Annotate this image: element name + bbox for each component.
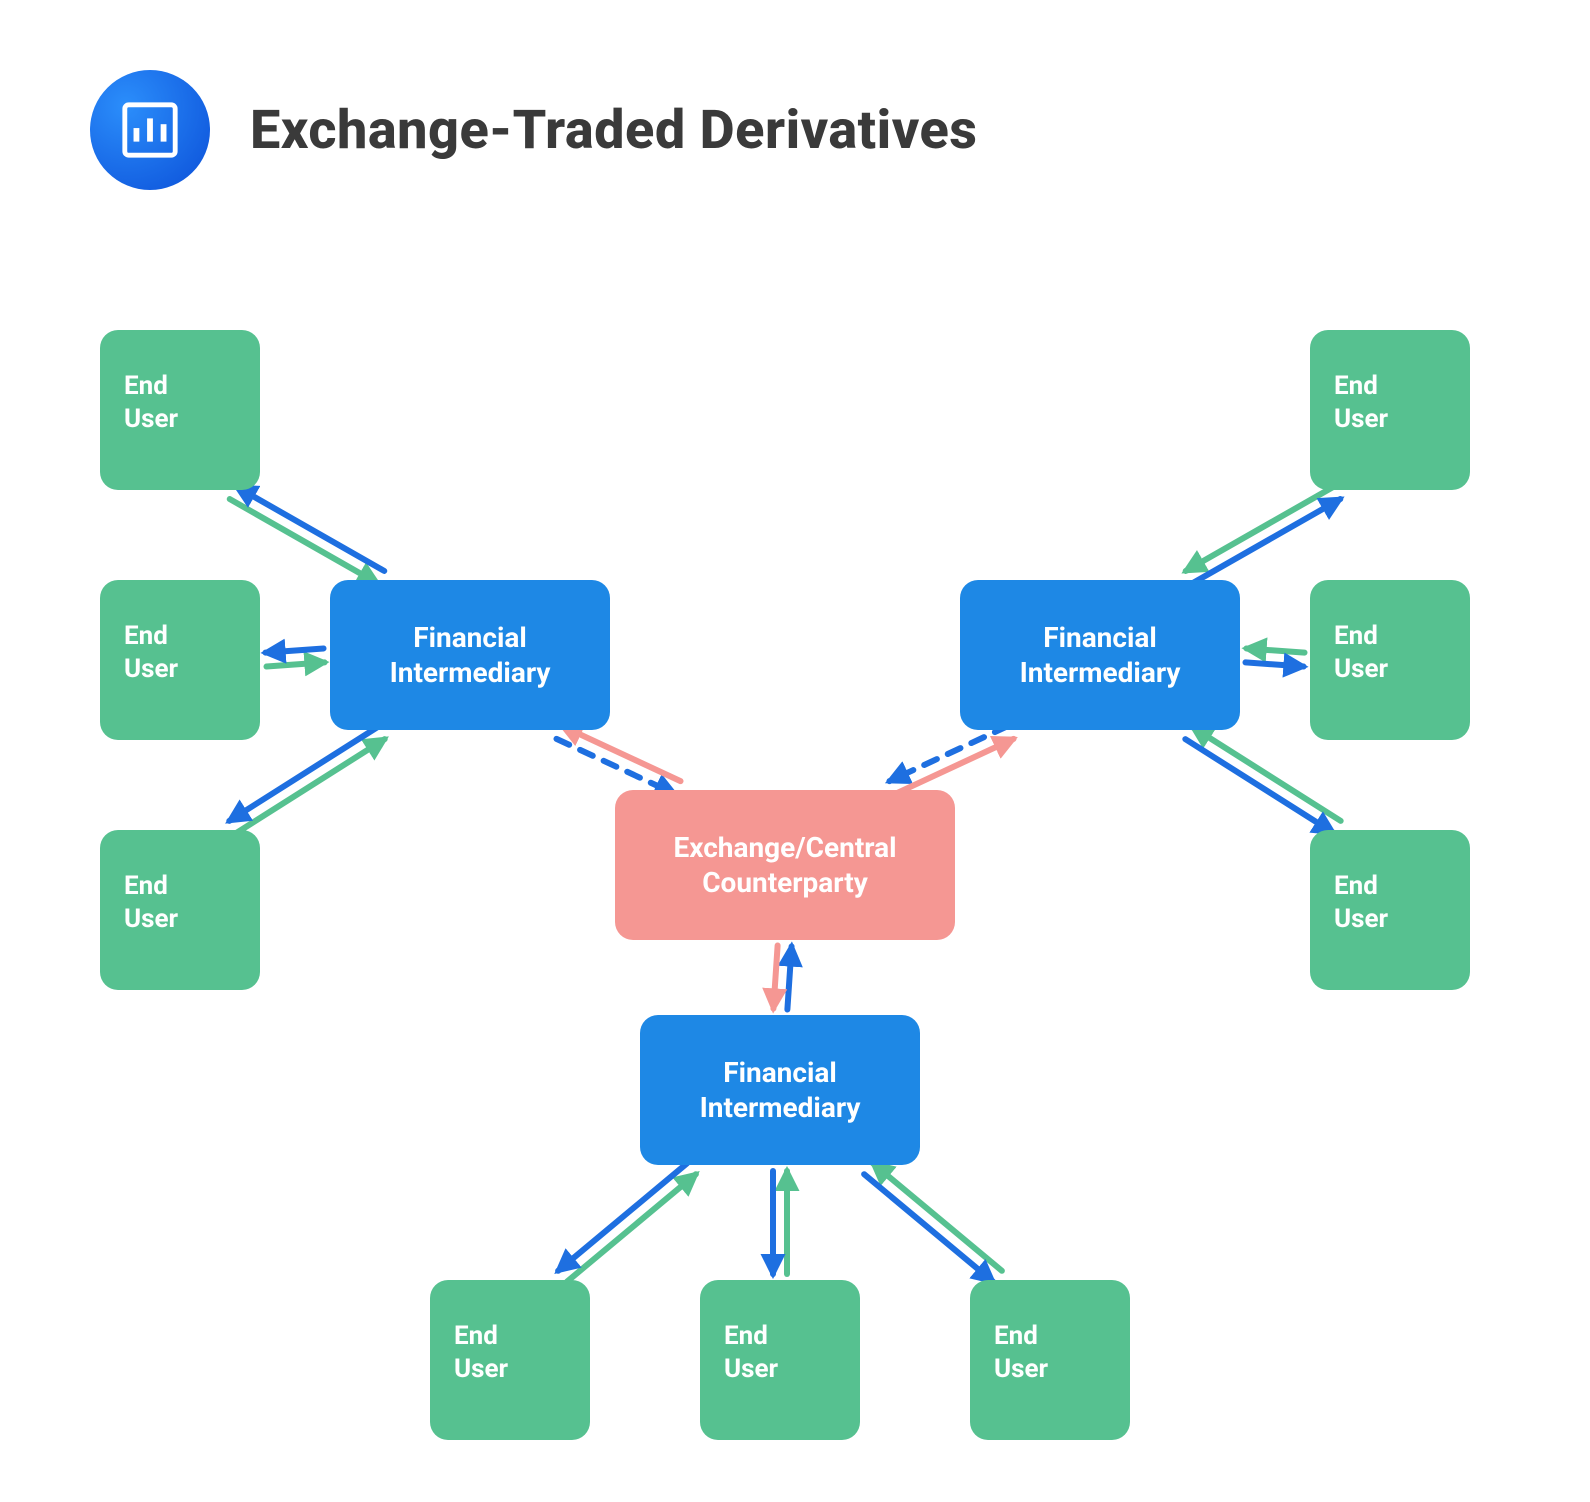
edge-arrow xyxy=(562,726,680,781)
node-end-user: EndUser xyxy=(1310,330,1470,490)
edge-arrow xyxy=(265,648,323,652)
edge-arrow xyxy=(237,487,385,571)
diagram-canvas: Exchange-Traded Derivatives EndUser EndUs… xyxy=(0,0,1590,1502)
node-intermediary: FinancialIntermediary xyxy=(330,580,610,730)
edge-arrow xyxy=(556,739,674,794)
edge-arrow xyxy=(1245,662,1303,666)
node-end-user: EndUser xyxy=(430,1280,590,1440)
edge-arrow xyxy=(873,1163,1002,1270)
edge-arrow xyxy=(773,946,777,1009)
edge-arrow xyxy=(1246,648,1304,652)
edge-arrow xyxy=(1185,739,1333,833)
header: Exchange-Traded Derivatives xyxy=(90,70,977,190)
node-intermediary: FinancialIntermediary xyxy=(960,580,1240,730)
edge-arrow xyxy=(567,1174,696,1281)
edge-arrow xyxy=(1193,727,1341,821)
edge-arrow xyxy=(230,499,378,583)
edge-arrow xyxy=(266,662,324,666)
node-end-user: EndUser xyxy=(100,330,260,490)
node-center: Exchange/CentralCounterparty xyxy=(615,790,955,940)
node-end-user: EndUser xyxy=(970,1280,1130,1440)
node-intermediary: FinancialIntermediary xyxy=(640,1015,920,1165)
edge-arrow xyxy=(1186,487,1334,571)
node-end-user: EndUser xyxy=(700,1280,860,1440)
edge-arrow xyxy=(1193,499,1341,583)
edge-arrow xyxy=(889,726,1007,781)
edges-layer xyxy=(0,0,1590,1502)
bar-chart-icon xyxy=(90,70,210,190)
edge-arrow xyxy=(864,1174,993,1281)
edge-arrow xyxy=(895,739,1013,794)
edge-arrow xyxy=(229,727,377,821)
edge-arrow xyxy=(558,1163,687,1270)
node-end-user: EndUser xyxy=(100,830,260,990)
edge-arrow xyxy=(237,739,385,833)
node-end-user: EndUser xyxy=(1310,580,1470,740)
node-end-user: EndUser xyxy=(100,580,260,740)
edge-arrow xyxy=(787,946,791,1009)
page-title: Exchange-Traded Derivatives xyxy=(250,99,977,162)
node-end-user: EndUser xyxy=(1310,830,1470,990)
